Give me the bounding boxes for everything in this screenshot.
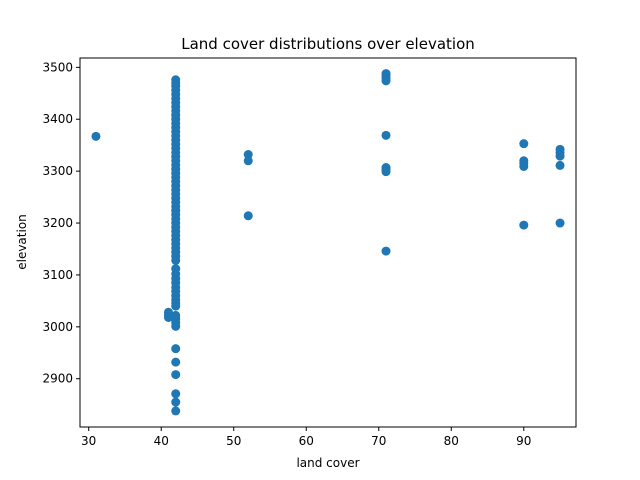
data-point — [381, 246, 391, 256]
x-tick-label: 60 — [299, 434, 314, 448]
data-point — [243, 156, 253, 166]
data-point — [519, 161, 529, 171]
y-tick-label: 3000 — [42, 320, 73, 334]
data-point — [171, 357, 181, 367]
x-tick-label: 70 — [371, 434, 386, 448]
data-point — [243, 150, 253, 160]
data-point — [171, 389, 181, 399]
data-point — [519, 220, 529, 230]
data-point — [555, 151, 565, 161]
x-axis-label: land cover — [296, 456, 359, 470]
data-point — [171, 370, 181, 380]
x-tick-label: 30 — [81, 434, 96, 448]
y-tick-label: 2900 — [42, 372, 73, 386]
chart-title: Land cover distributions over elevation — [181, 35, 475, 53]
y-tick-label: 3200 — [42, 216, 73, 230]
data-point — [555, 160, 565, 170]
data-point — [381, 167, 391, 177]
data-point — [555, 218, 565, 228]
data-point — [171, 397, 181, 407]
data-point — [171, 344, 181, 354]
data-point — [163, 312, 173, 322]
y-axis-label: elevation — [15, 214, 29, 270]
data-point — [171, 406, 181, 416]
y-tick-label: 3500 — [42, 60, 73, 74]
data-point — [171, 264, 181, 274]
data-point — [243, 211, 253, 221]
data-point — [519, 139, 529, 149]
x-tick-label: 90 — [516, 434, 531, 448]
y-tick-label: 3300 — [42, 164, 73, 178]
plot-area — [91, 69, 565, 416]
data-point — [171, 310, 181, 320]
x-tick-label: 50 — [226, 434, 241, 448]
data-point — [381, 76, 391, 86]
data-point — [91, 131, 101, 141]
y-tick-label: 3100 — [42, 268, 73, 282]
data-point — [381, 130, 391, 140]
x-axis: 30 40 50 60 70 80 90 — [81, 427, 531, 448]
y-tick-label: 3400 — [42, 112, 73, 126]
plot-frame — [79, 57, 577, 428]
x-tick-label: 80 — [444, 434, 459, 448]
data-point — [171, 75, 181, 85]
y-axis: 2900 3000 3100 3200 3300 3400 3500 — [42, 60, 80, 386]
x-tick-label: 40 — [154, 434, 169, 448]
